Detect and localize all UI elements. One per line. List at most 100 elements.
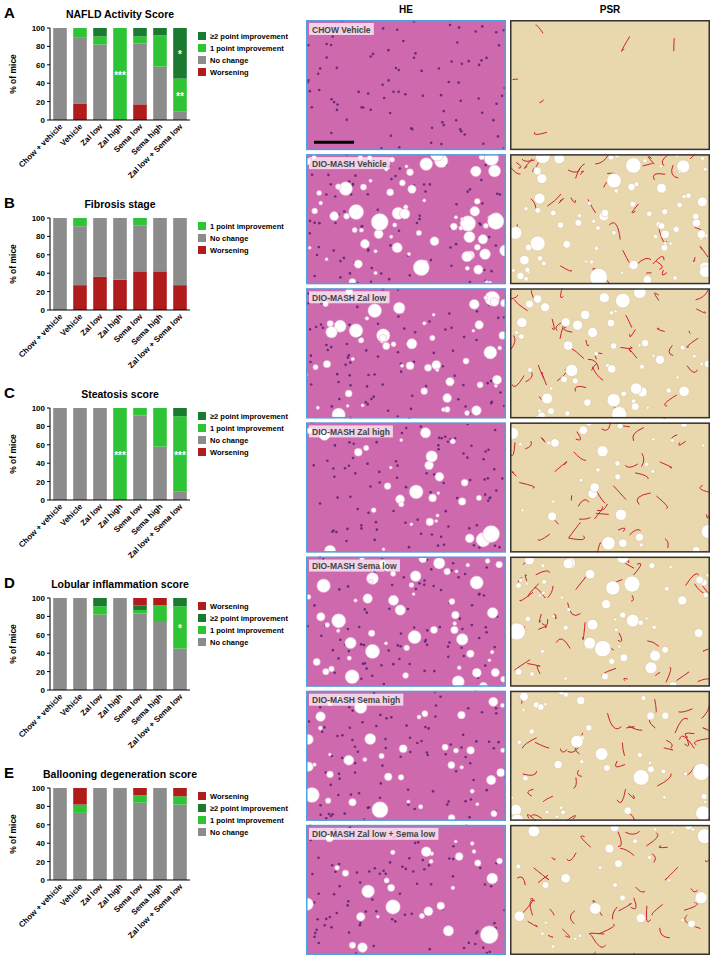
fibre <box>702 705 710 719</box>
fibre <box>580 171 583 174</box>
nucleus <box>495 31 498 34</box>
bar-segment <box>93 218 107 219</box>
vacuole <box>516 864 521 869</box>
vacuole <box>648 855 652 859</box>
nucleus <box>405 427 408 430</box>
nucleus <box>395 460 398 463</box>
fibre <box>536 25 544 33</box>
nucleus <box>346 904 349 907</box>
nucleus <box>464 405 467 408</box>
nucleus <box>398 658 401 661</box>
vacuole <box>461 479 468 486</box>
nucleus <box>397 315 400 318</box>
vacuole <box>649 563 655 569</box>
y-tick <box>47 824 50 825</box>
nucleus <box>498 546 501 549</box>
bar-segment <box>93 598 107 599</box>
nucleus <box>388 278 391 281</box>
vacuole <box>318 726 322 730</box>
nucleus <box>497 741 500 744</box>
vacuole <box>561 874 571 884</box>
vacuole <box>528 825 540 837</box>
fibre <box>571 198 576 203</box>
nucleus <box>425 472 428 475</box>
nucleus <box>459 100 462 103</box>
bar-segment <box>73 788 87 805</box>
vacuole <box>630 383 641 394</box>
vacuole <box>631 403 639 411</box>
fibre <box>664 748 673 750</box>
vacuole <box>703 167 707 171</box>
nucleus <box>459 128 462 131</box>
bar-segment <box>153 605 167 621</box>
bar-segment <box>173 805 187 880</box>
nucleus <box>360 524 363 527</box>
vacuole <box>409 583 414 588</box>
nucleus <box>356 508 359 511</box>
vacuole <box>455 853 463 861</box>
y-tick <box>47 598 50 599</box>
vacuole <box>306 787 319 802</box>
vacuole <box>541 932 545 936</box>
bar-segment <box>113 788 127 789</box>
x-tick-label: Chow + vehicle <box>17 882 65 930</box>
vacuole <box>372 802 388 818</box>
vacuole <box>420 428 430 438</box>
bar-segment <box>53 598 67 599</box>
fibre <box>552 319 554 330</box>
fibre <box>669 345 673 355</box>
vacuole <box>488 659 491 662</box>
fibre <box>618 633 622 642</box>
bar-segment <box>153 447 167 500</box>
fibre <box>576 164 585 179</box>
nucleus <box>420 532 423 535</box>
vacuole <box>485 559 490 564</box>
nucleus <box>322 326 325 329</box>
vacuole <box>596 226 601 231</box>
nucleus <box>476 524 479 527</box>
vacuole <box>379 753 384 758</box>
nucleus <box>437 444 440 447</box>
nucleus <box>462 452 465 455</box>
bar-segment <box>93 606 107 614</box>
vacuole <box>432 313 435 316</box>
bar-segment <box>173 218 187 219</box>
nucleus <box>348 441 351 444</box>
vacuole <box>400 364 403 367</box>
label-background <box>309 560 400 572</box>
nucleus <box>463 947 466 950</box>
bar-segment <box>133 36 147 43</box>
vacuole <box>590 260 594 264</box>
nucleus <box>488 497 491 500</box>
vacuole <box>422 711 428 717</box>
vacuole <box>407 800 410 803</box>
micrograph <box>306 825 506 955</box>
nucleus <box>485 631 488 634</box>
vacuole <box>390 157 395 162</box>
vacuole <box>614 189 618 193</box>
nucleus <box>420 425 423 428</box>
vacuole <box>697 197 707 207</box>
nucleus <box>366 462 369 465</box>
nucleus <box>464 800 467 803</box>
vacuole <box>399 745 407 753</box>
nucleus <box>434 715 437 718</box>
nucleus <box>452 349 455 352</box>
nucleus <box>416 518 419 521</box>
nucleus <box>408 857 411 860</box>
vacuole <box>325 798 331 804</box>
y-tick-label: 60 <box>36 251 45 260</box>
vacuole <box>701 156 705 160</box>
nucleus <box>404 913 407 916</box>
nucleus <box>396 464 399 467</box>
nucleus <box>334 195 337 198</box>
vacuole <box>525 582 528 585</box>
nucleus <box>412 870 415 873</box>
nucleus <box>402 40 405 43</box>
nucleus <box>381 383 384 386</box>
vacuole <box>650 650 661 661</box>
significance: *** <box>114 70 126 81</box>
nucleus <box>404 522 407 525</box>
bar-segment <box>133 598 147 605</box>
vacuole <box>347 656 351 660</box>
